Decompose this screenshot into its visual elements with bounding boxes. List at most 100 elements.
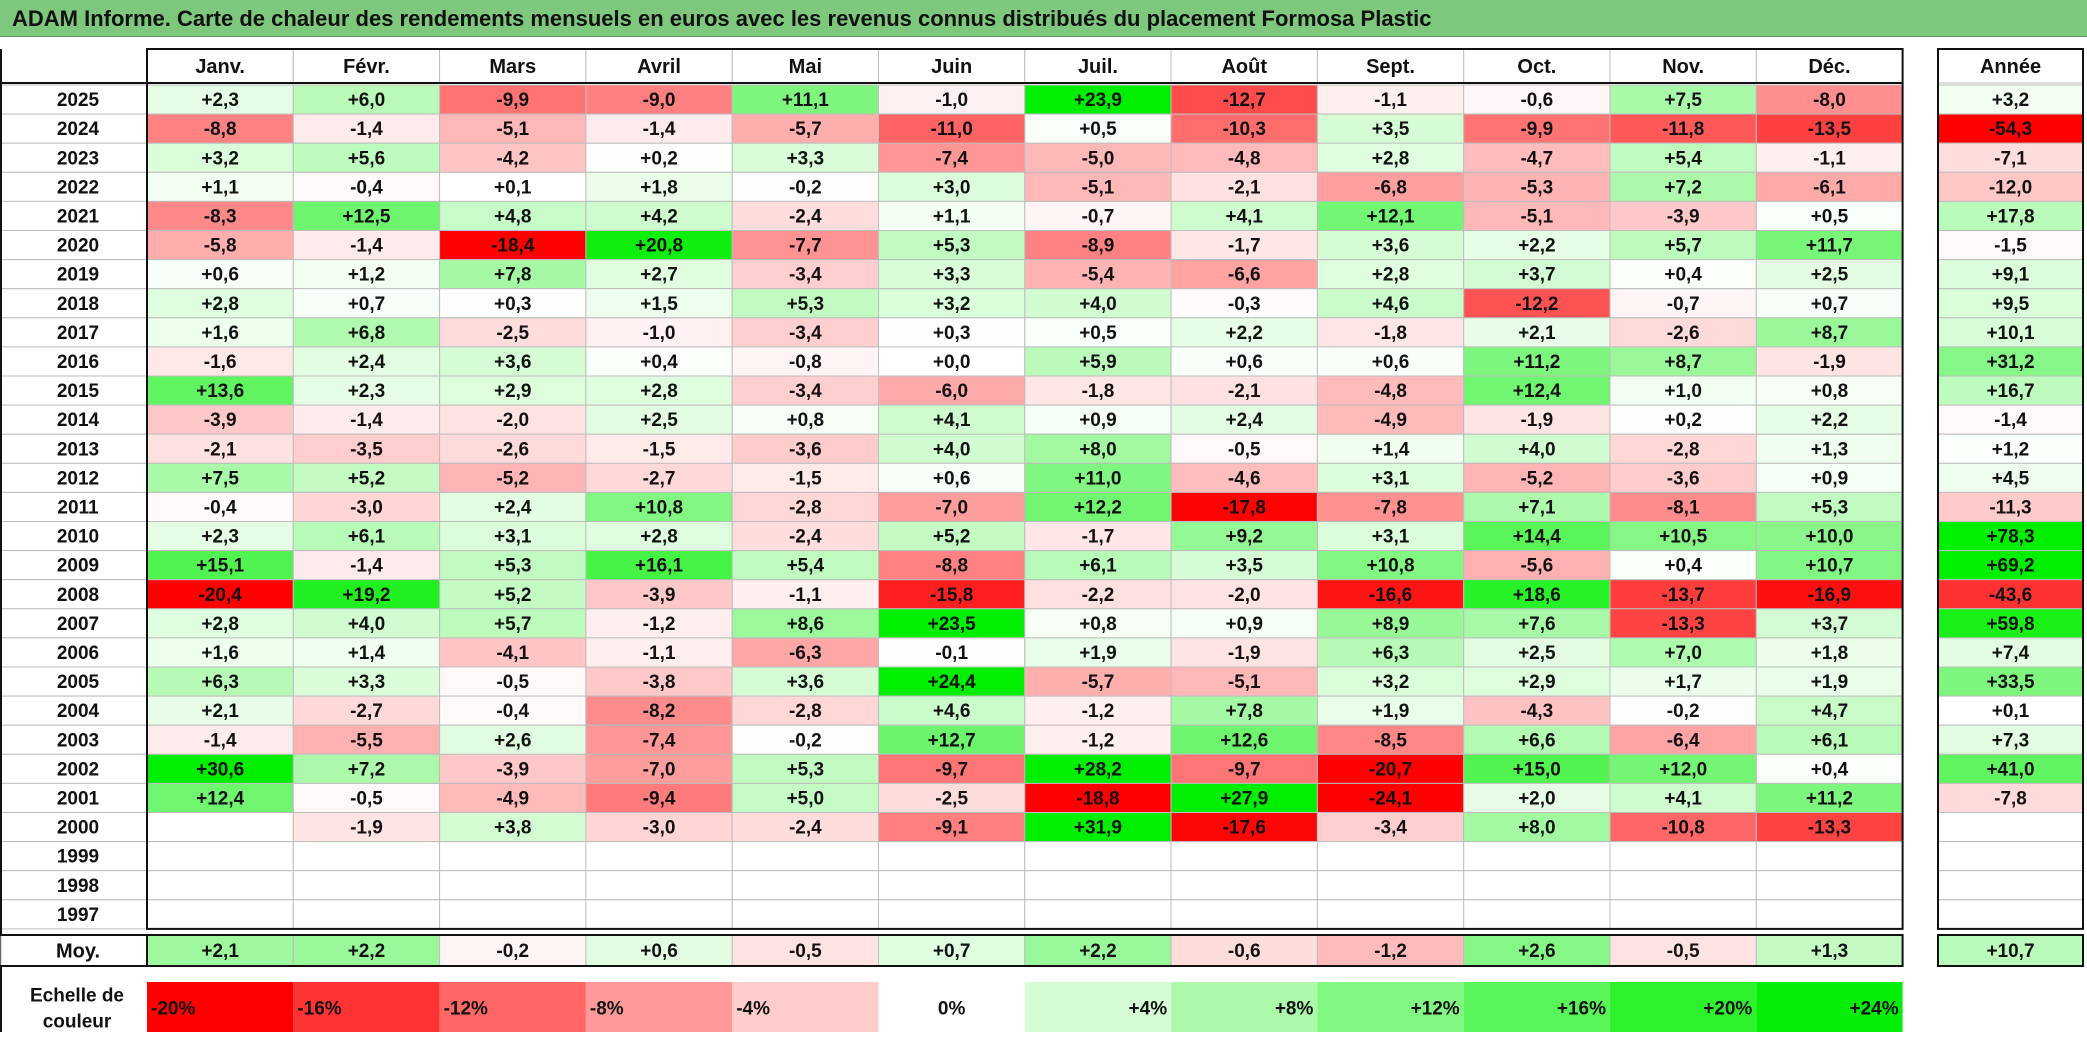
heatmap-cell	[1755, 171, 1904, 202]
heatmap-cell	[439, 579, 587, 610]
heatmap-cell	[878, 171, 1026, 202]
heatmap-value: -4,1	[496, 643, 529, 664]
annual-value: +59,8	[1986, 614, 2034, 635]
heatmap-value: -1,2	[1082, 730, 1115, 751]
heatmap-cell	[1316, 724, 1465, 755]
heatmap-value: +1,5	[640, 294, 678, 315]
scale-swatch	[1317, 982, 1464, 1032]
heatmap-cell	[1316, 870, 1465, 901]
annual-value: +7,4	[1992, 643, 2030, 664]
heatmap-cell	[585, 433, 733, 464]
heatmap-value: +5,2	[494, 585, 532, 606]
heatmap-value: -5,3	[1520, 177, 1553, 198]
heatmap-value: +7,8	[494, 265, 532, 286]
heatmap-cell	[1609, 230, 1757, 261]
heatmap-cell	[1755, 113, 1904, 144]
heatmap-cell	[1316, 404, 1465, 435]
heatmap-value: -0,1	[935, 643, 968, 664]
heatmap-cell	[1609, 666, 1757, 697]
heatmap-value: +7,5	[1664, 90, 1702, 111]
heatmap-value: -1,1	[1374, 90, 1407, 111]
heatmap-value: -0,2	[789, 177, 822, 198]
month-header: Févr.	[343, 56, 390, 78]
heatmap-value: +2,8	[201, 614, 239, 635]
heatmap-value: +16,1	[635, 556, 684, 577]
heatmap-value: -1,1	[1813, 148, 1846, 169]
heatmap-value: -5,1	[496, 119, 529, 140]
heatmap-cell	[1170, 521, 1318, 552]
heatmap-cell	[439, 782, 587, 814]
annual-value: -1,4	[1994, 410, 2027, 431]
heatmap-cell	[146, 899, 294, 930]
heatmap-cell	[292, 171, 441, 202]
heatmap-cell	[1463, 637, 1611, 668]
average-cell	[1170, 934, 1318, 967]
annual-value: -43,6	[1989, 585, 2032, 606]
heatmap-value: +1,7	[1664, 672, 1702, 693]
heatmap-cell	[1463, 899, 1611, 930]
scale-value: -12%	[444, 999, 488, 1020]
heatmap-value: +4,1	[1225, 206, 1263, 227]
heatmap-cell	[439, 404, 587, 435]
annual-cell	[1937, 491, 2084, 522]
year-label: 2012	[57, 468, 99, 489]
month-header: Avril	[637, 56, 681, 78]
heatmap-value: +2,3	[201, 527, 239, 548]
heatmap-value: +4,0	[1079, 294, 1117, 315]
scale-value: -16%	[297, 999, 341, 1020]
heatmap-value: +3,5	[1372, 119, 1410, 140]
year-label: 2022	[57, 177, 99, 198]
heatmap-value: +7,6	[1518, 614, 1556, 635]
annual-cell	[1937, 230, 2084, 261]
heatmap-value: -7,4	[643, 730, 676, 751]
heatmap-cell	[878, 259, 1026, 290]
heatmap-cell	[1170, 841, 1318, 872]
heatmap-value: +0,7	[1811, 294, 1849, 315]
year-label-cell	[0, 782, 148, 814]
heatmap-value: -9,4	[643, 788, 676, 809]
heatmap-cell	[731, 142, 880, 173]
heatmap-value: +1,8	[1811, 643, 1849, 664]
heatmap-value: -4,7	[1520, 148, 1553, 169]
year-label: 2024	[57, 119, 100, 140]
heatmap-cell	[585, 462, 733, 493]
heatmap-value: +3,1	[1372, 468, 1410, 489]
heatmap-value: -9,7	[935, 759, 968, 780]
heatmap-value: +2,5	[1811, 265, 1849, 286]
heatmap-cell	[146, 812, 294, 843]
average-value: +2,1	[201, 941, 239, 962]
heatmap-value: -1,2	[1082, 701, 1115, 722]
heatmap-value: -2,6	[496, 439, 529, 460]
heatmap-cell	[1463, 550, 1611, 581]
heatmap-value: +11,2	[1513, 352, 1560, 373]
heatmap-value: +3,3	[348, 672, 386, 693]
heatmap-value: -6,0	[935, 381, 968, 402]
heatmap-cell	[439, 259, 587, 290]
heatmap-value: +8,9	[1372, 614, 1410, 635]
heatmap-value: -2,6	[1667, 323, 1700, 344]
heatmap-value: -1,4	[350, 119, 383, 140]
heatmap-cell	[878, 899, 1026, 930]
heatmap-cell	[1170, 84, 1318, 115]
heatmap-value: -4,2	[496, 148, 529, 169]
heatmap-cell	[1316, 579, 1465, 610]
heatmap-cell	[1316, 899, 1465, 930]
heatmap-cell	[1609, 142, 1757, 173]
heatmap-value: -0,6	[1520, 90, 1553, 111]
heatmap-value: +7,2	[348, 759, 386, 780]
year-label-cell	[0, 899, 148, 930]
heatmap-value: +12,5	[342, 206, 391, 227]
average-value: +1,3	[1811, 941, 1849, 962]
heatmap-cell	[292, 259, 441, 290]
heatmap-value: -10,3	[1223, 119, 1266, 140]
heatmap-cell	[1463, 521, 1611, 552]
heatmap-value: -8,1	[1667, 497, 1700, 518]
scale-swatch	[293, 982, 440, 1032]
heatmap-value: +5,3	[933, 236, 971, 257]
heatmap-cell	[1463, 695, 1611, 726]
heatmap-value: +0,2	[640, 148, 678, 169]
heatmap-cell	[585, 404, 733, 435]
scale-value: -20%	[151, 999, 195, 1020]
heatmap-value: +6,3	[201, 672, 239, 693]
heatmap-value: -2,4	[789, 818, 822, 839]
